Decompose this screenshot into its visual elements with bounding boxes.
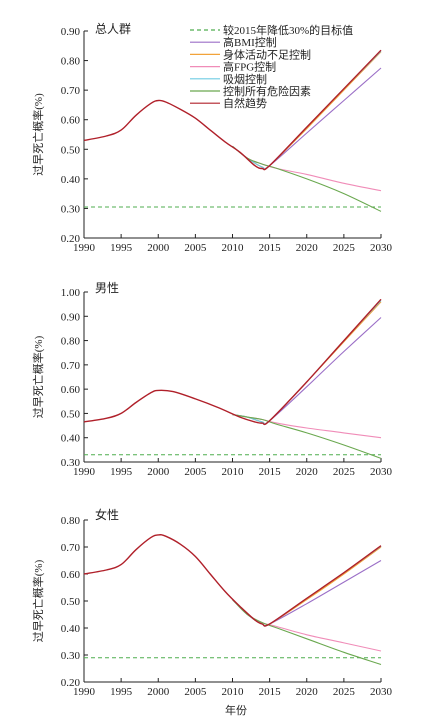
x-tick-label: 2005 [184,466,207,478]
chart-panel-1: 0.20 0.30 0.40 0.50 0.60 0.70 0.80 0.90 1990 1995… [31,22,393,254]
x-tick-label: 2030 [370,242,393,254]
x-tick-label: 1995 [110,466,133,478]
y-tick-label: 0.40 [61,174,81,186]
x-tick-label: 2000 [147,466,170,478]
y-tick-label: 0.70 [61,85,81,97]
y-tick-label: 0.40 [61,433,81,445]
x-tick-label: 2020 [296,242,319,254]
chart-panel-2: 0.30 0.40 0.50 0.60 0.70 0.80 0.90 1.00 1990 1995… [31,281,393,478]
series-line [232,599,382,652]
y-tick-label: 0.50 [61,408,81,420]
x-tick-label: 2015 [259,242,282,254]
legend-label: 高BMI控制 [223,35,277,49]
x-tick-label: 2030 [370,466,393,478]
y-tick-label: 0.20 [61,677,81,689]
y-tick-label: 0.30 [61,203,81,215]
x-tick-label: 2015 [259,466,282,478]
panel-title: 女性 [95,507,119,522]
x-tick-label: 2025 [333,242,356,254]
series-line [232,301,382,425]
x-tick-label: 1990 [73,686,96,698]
y-tick-label: 0.60 [61,115,81,127]
legend-label: 较2015年降低30%的目标值 [223,23,353,37]
series-line [232,317,382,425]
legend-label: 吸烟控制 [223,72,267,86]
x-tick-label: 2005 [184,686,207,698]
x-tick-label: 2010 [222,466,245,478]
x-tick-label: 2020 [296,686,319,698]
x-tick-label: 2015 [259,686,282,698]
x-tick-label: 2025 [333,686,356,698]
series-line [83,49,382,171]
series-line [232,300,382,425]
x-tick-label: 1995 [110,686,133,698]
y-tick-label: 0.90 [61,311,81,323]
series-line [232,545,382,627]
x-tick-label: 2020 [296,466,319,478]
y-tick-label: 1.00 [61,287,81,299]
y-tick-label: 0.30 [61,457,81,469]
x-tick-label: 2000 [147,686,170,698]
legend-label: 自然趋势 [223,96,267,110]
x-tick-label: 2025 [333,466,356,478]
panel-title: 总人群 [95,22,131,36]
x-tick-label: 2010 [222,242,245,254]
series-line [232,546,382,627]
y-tick-label: 0.50 [61,144,81,156]
series-line [232,145,382,212]
series-line [232,560,382,627]
chart-panel-3: 0.20 0.30 0.40 0.50 0.60 0.70 0.80 1990 1995 2000… [31,507,393,698]
x-tick-label: 1995 [110,242,133,254]
y-tick-label: 0.70 [61,360,81,372]
panels: 0.20 0.30 0.40 0.50 0.60 0.70 0.80 0.90 1990 1995… [31,22,393,698]
series-line [232,145,382,192]
y-tick-label: 0.30 [61,650,81,662]
y-axis-label: 过早死亡概率(%) [31,559,45,642]
y-tick-label: 0.80 [61,56,81,68]
x-tick-label: 2010 [222,686,245,698]
legend-label: 身体活动不足控制 [223,47,311,61]
y-tick-label: 0.60 [61,569,81,581]
y-tick-label: 0.60 [61,384,81,396]
x-tick-label: 2000 [147,242,170,254]
y-axis-label: 过早死亡概率(%) [31,335,45,418]
legend-label: 控制所有危险因素 [223,84,311,98]
series-line [232,414,382,459]
y-tick-label: 0.20 [61,233,81,245]
y-axis-label: 过早死亡概率(%) [31,93,45,176]
y-tick-label: 0.70 [61,542,81,554]
x-tick-label: 1990 [73,466,96,478]
series-line [83,534,382,627]
series-line [232,599,382,666]
x-tick-label: 1990 [73,242,96,254]
y-tick-label: 0.40 [61,623,81,635]
y-tick-label: 0.50 [61,596,81,608]
x-tick-label: 2030 [370,686,393,698]
x-axis-label: 年份 [225,703,247,717]
legend-label: 高FPG控制 [223,60,276,74]
x-tick-label: 2005 [184,242,207,254]
panel-title: 男性 [95,281,119,295]
legend: 较2015年降低30%的目标值高BMI控制身体活动不足控制高FPG控制吸烟控制控… [190,23,353,110]
y-tick-label: 0.80 [61,515,81,527]
series-line [83,298,382,426]
y-tick-label: 0.90 [61,26,81,38]
y-tick-label: 0.80 [61,336,81,348]
